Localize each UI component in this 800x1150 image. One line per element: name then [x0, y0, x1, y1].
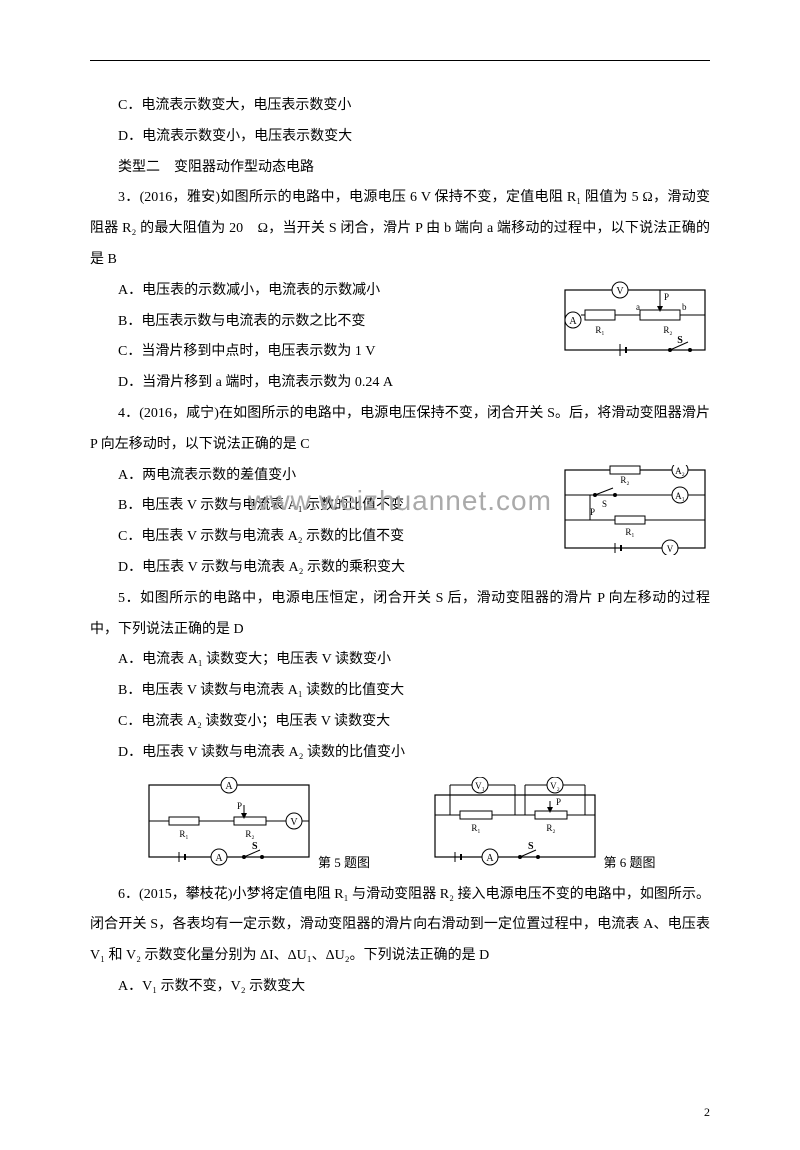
q4-circuit-svg: R₂ A₂ S A₁ R₁ P V	[560, 465, 710, 555]
q6-figure: V₁ V₂ R₁ R₂ P	[430, 777, 656, 872]
figure-row-5-6: A R₁ R₂ P V A S	[90, 777, 710, 872]
svg-text:V: V	[616, 286, 624, 297]
svg-text:R₂: R₂	[246, 829, 255, 839]
q5-caption: 第 5 题图	[318, 855, 370, 870]
q5-option-a: A．电流表 A₁ 读数变大；电压表 V 读数变小	[90, 645, 710, 676]
svg-text:R₁: R₁	[595, 325, 604, 335]
q4-stem: 4．(2016，咸宁)在如图所示的电路中，电源电压保持不变，闭合开关 S。后，将…	[90, 399, 710, 461]
page-number: 2	[704, 1105, 710, 1120]
q3-stem: 3．(2016，雅安)如图所示的电路中，电源电压 6 V 保持不变，定值电阻 R…	[90, 183, 710, 275]
svg-text:R₁: R₁	[180, 829, 189, 839]
svg-text:V₂: V₂	[550, 781, 560, 791]
svg-text:P: P	[237, 801, 242, 811]
svg-text:b: b	[682, 302, 687, 312]
q6-circuit-svg: V₁ V₂ R₁ R₂ P	[430, 777, 600, 867]
svg-text:P: P	[556, 797, 561, 807]
svg-text:A: A	[216, 853, 224, 864]
svg-text:V: V	[667, 544, 674, 554]
top-rule	[90, 60, 710, 61]
svg-text:P: P	[664, 292, 669, 302]
type2-heading: 类型二 变阻器动作型动态电路	[90, 153, 710, 184]
q5-figure: A R₁ R₂ P V A S	[144, 777, 370, 872]
svg-text:A₂: A₂	[675, 466, 685, 476]
q5-stem: 5．如图所示的电路中，电源电压恒定，闭合开关 S 后，滑动变阻器的滑片 P 向左…	[90, 584, 710, 646]
q5-option-d: D．电压表 V 读数与电流表 A₂ 读数的比值变小	[90, 738, 710, 769]
q4-figure: R₂ A₂ S A₁ R₁ P V	[560, 465, 710, 560]
page: C．电流表示数变大，电压表示数变小 D．电流表示数变小，电压表示数变大 类型二 …	[0, 0, 800, 1150]
svg-text:P: P	[590, 507, 595, 517]
q3-circuit-svg: V R₁ R₂ a b P A S	[560, 280, 710, 360]
q6-caption: 第 6 题图	[604, 855, 656, 870]
svg-text:S: S	[677, 335, 683, 346]
q-top-option-c: C．电流表示数变大，电压表示数变小	[90, 91, 710, 122]
q5-option-b: B．电压表 V 读数与电流表 A₁ 读数的比值变大	[90, 676, 710, 707]
svg-text:R₂: R₂	[663, 325, 672, 335]
q3-figure: V R₁ R₂ a b P A S	[560, 280, 710, 365]
q6-option-a: A．V₁ 示数不变，V₂ 示数变大	[90, 972, 710, 1003]
q-top-option-d: D．电流表示数变小，电压表示数变大	[90, 122, 710, 153]
svg-text:A: A	[486, 853, 494, 864]
q5-option-c: C．电流表 A₂ 读数变小；电压表 V 读数变大	[90, 707, 710, 738]
svg-text:S: S	[252, 841, 258, 852]
q6-stem: 6．(2015，攀枝花)小梦将定值电阻 R₁ 与滑动变阻器 R₂ 接入电源电压不…	[90, 880, 710, 972]
svg-text:R₂: R₂	[620, 475, 629, 485]
svg-text:A₁: A₁	[675, 491, 685, 501]
svg-text:V₁: V₁	[475, 781, 485, 791]
q5-circuit-svg: A R₁ R₂ P V A S	[144, 777, 314, 867]
q3-option-d: D．当滑片移到 a 端时，电流表示数为 0.24 A	[90, 368, 710, 399]
svg-text:A: A	[226, 781, 234, 792]
svg-text:A: A	[569, 316, 577, 327]
svg-text:a: a	[636, 302, 640, 312]
svg-text:S: S	[528, 841, 534, 852]
svg-text:R₂: R₂	[546, 823, 555, 833]
svg-text:V: V	[291, 817, 299, 828]
svg-text:R₁: R₁	[625, 527, 634, 537]
svg-text:R₁: R₁	[471, 823, 480, 833]
svg-text:S: S	[602, 499, 607, 509]
